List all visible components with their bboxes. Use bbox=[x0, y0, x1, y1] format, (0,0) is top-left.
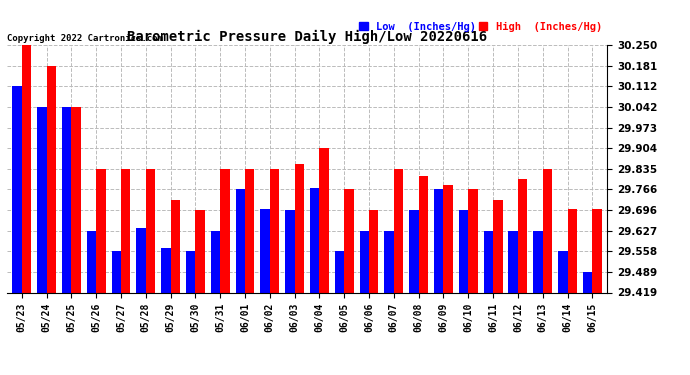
Bar bbox=[344, 189, 354, 292]
Bar bbox=[245, 169, 255, 292]
Bar bbox=[509, 231, 518, 292]
Bar bbox=[434, 189, 444, 292]
Bar bbox=[285, 210, 295, 292]
Bar bbox=[71, 107, 81, 292]
Bar bbox=[170, 200, 180, 292]
Bar bbox=[319, 148, 329, 292]
Bar bbox=[484, 231, 493, 292]
Bar bbox=[567, 209, 577, 292]
Bar bbox=[533, 231, 543, 292]
Bar bbox=[592, 209, 602, 292]
Legend: Low  (Inches/Hg), High  (Inches/Hg): Low (Inches/Hg), High (Inches/Hg) bbox=[359, 22, 602, 32]
Title: Barometric Pressure Daily High/Low 20220616: Barometric Pressure Daily High/Low 20220… bbox=[127, 30, 487, 44]
Bar bbox=[87, 231, 96, 292]
Bar bbox=[518, 179, 527, 292]
Bar bbox=[146, 169, 155, 292]
Bar bbox=[260, 209, 270, 292]
Bar bbox=[112, 251, 121, 292]
Bar bbox=[270, 169, 279, 292]
Bar bbox=[543, 169, 552, 292]
Bar bbox=[469, 189, 477, 292]
Bar bbox=[310, 188, 319, 292]
Bar bbox=[359, 231, 369, 292]
Bar bbox=[444, 185, 453, 292]
Bar bbox=[459, 210, 469, 292]
Bar bbox=[161, 248, 170, 292]
Bar bbox=[211, 231, 220, 292]
Bar bbox=[121, 169, 130, 292]
Bar bbox=[583, 272, 592, 292]
Bar bbox=[493, 200, 502, 292]
Bar bbox=[137, 228, 146, 292]
Bar bbox=[22, 45, 31, 292]
Bar bbox=[37, 107, 47, 292]
Bar bbox=[369, 210, 379, 292]
Bar bbox=[394, 169, 403, 292]
Bar bbox=[384, 231, 394, 292]
Text: Copyright 2022 Cartronics.com: Copyright 2022 Cartronics.com bbox=[7, 33, 163, 42]
Bar bbox=[409, 210, 419, 292]
Bar bbox=[220, 169, 230, 292]
Bar bbox=[558, 251, 567, 292]
Bar bbox=[419, 176, 428, 292]
Bar bbox=[186, 251, 195, 292]
Bar bbox=[235, 189, 245, 292]
Bar bbox=[12, 86, 22, 292]
Bar bbox=[96, 169, 106, 292]
Bar bbox=[47, 66, 56, 292]
Bar bbox=[195, 210, 205, 292]
Bar bbox=[62, 107, 71, 292]
Bar bbox=[295, 164, 304, 292]
Bar bbox=[335, 251, 344, 292]
